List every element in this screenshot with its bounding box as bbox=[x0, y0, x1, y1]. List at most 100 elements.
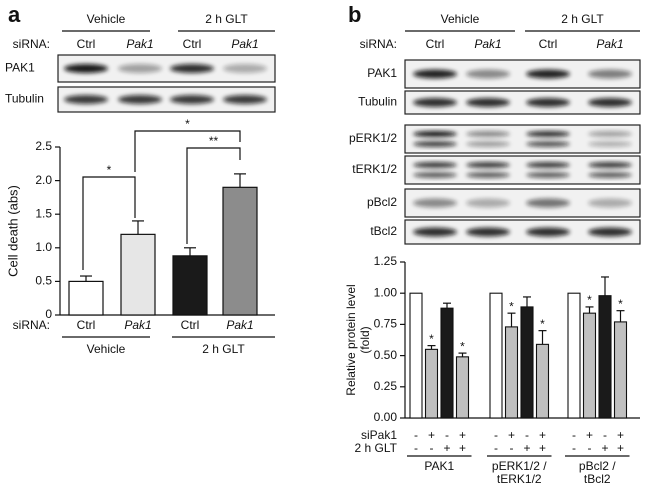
blot-band bbox=[526, 141, 570, 147]
sig-bracket bbox=[82, 176, 136, 270]
blot-label: Tubulin bbox=[358, 95, 397, 109]
sig-mark: * bbox=[618, 297, 623, 311]
blot-band bbox=[588, 172, 632, 178]
blot-label: tERK1/2 bbox=[352, 162, 397, 176]
x-tick-label: Ctrl bbox=[77, 318, 96, 332]
blot-band bbox=[466, 69, 510, 79]
lane-label: Ctrl bbox=[183, 37, 202, 51]
sig-mark: * bbox=[460, 339, 465, 353]
y-tick-label: 1.25 bbox=[374, 254, 398, 268]
blot-band bbox=[466, 172, 510, 178]
group-header: Vehicle bbox=[87, 12, 126, 26]
blot-band bbox=[413, 98, 457, 107]
blot-band bbox=[588, 227, 632, 237]
blot-band bbox=[223, 95, 267, 104]
condition-sign: - bbox=[494, 441, 498, 455]
blot-band bbox=[526, 198, 570, 208]
blot-band bbox=[588, 98, 632, 107]
panel-letter: a bbox=[8, 2, 21, 27]
blot-band bbox=[526, 131, 570, 137]
bar bbox=[489, 292, 503, 419]
y-tick-label: 0.00 bbox=[374, 410, 398, 424]
condition-sign: + bbox=[459, 441, 466, 455]
blot-label: Tubulin bbox=[5, 92, 44, 106]
condition-sign: + bbox=[459, 428, 466, 442]
condition-sign: - bbox=[603, 428, 607, 442]
x-tick-label: tBcl2 bbox=[584, 472, 611, 486]
y-tick-label: 1.0 bbox=[35, 240, 52, 254]
condition-sign: - bbox=[414, 441, 418, 455]
bar bbox=[68, 280, 104, 316]
blot-band bbox=[170, 64, 214, 73]
lane-label: Ctrl bbox=[426, 37, 445, 51]
blot-band bbox=[223, 64, 267, 73]
blot-box bbox=[404, 90, 641, 115]
condition-sign: - bbox=[510, 441, 514, 455]
lane-label: Pak1 bbox=[231, 37, 258, 51]
condition-sign: - bbox=[414, 428, 418, 442]
x-tick-label: Pak1 bbox=[226, 318, 253, 332]
sig-mark: * bbox=[540, 317, 545, 331]
y-tick-label: 2.0 bbox=[35, 173, 52, 187]
bar bbox=[440, 307, 454, 419]
condition-sign: - bbox=[572, 428, 576, 442]
bar bbox=[120, 233, 156, 316]
blot-band bbox=[526, 172, 570, 178]
blot-label: pERK1/2 bbox=[349, 131, 397, 145]
y-tick-label: 0 bbox=[45, 307, 52, 321]
blot-band bbox=[466, 227, 510, 237]
blot-band bbox=[118, 95, 162, 104]
bar bbox=[424, 348, 439, 419]
blot-box bbox=[404, 155, 641, 185]
bar bbox=[567, 292, 581, 419]
sirna-label: siRNA: bbox=[13, 37, 50, 51]
sirna-label: siRNA: bbox=[360, 37, 397, 51]
condition-sign: + bbox=[428, 428, 435, 442]
blot-band bbox=[413, 69, 457, 79]
condition-sign: + bbox=[523, 441, 530, 455]
blot-band bbox=[413, 141, 457, 147]
y-tick-label: 2.5 bbox=[35, 139, 52, 153]
blot-band bbox=[64, 95, 108, 104]
blot-band bbox=[526, 162, 570, 168]
y-axis-label: Relative protein level bbox=[344, 284, 358, 395]
blot-band bbox=[588, 69, 632, 79]
condition-sign: + bbox=[539, 441, 546, 455]
condition-sign: + bbox=[617, 428, 624, 442]
blot-band bbox=[588, 131, 632, 137]
lane-label: Ctrl bbox=[77, 37, 96, 51]
bar bbox=[535, 343, 550, 419]
x-prefix: siRNA: bbox=[13, 318, 50, 332]
blot-band bbox=[466, 198, 510, 208]
y-tick-label: 0.25 bbox=[374, 379, 398, 393]
bar bbox=[172, 255, 208, 316]
group-header: Vehicle bbox=[441, 12, 480, 26]
bar bbox=[520, 306, 534, 419]
blot-box bbox=[404, 124, 641, 154]
y-tick-label: 0.75 bbox=[374, 317, 398, 331]
bar bbox=[582, 312, 597, 419]
blot-band bbox=[64, 64, 108, 73]
x-tick-label: Ctrl bbox=[181, 318, 200, 332]
y-axis-label: (fold) bbox=[358, 326, 372, 353]
condition-sign: - bbox=[588, 441, 592, 455]
lane-label: Pak1 bbox=[596, 37, 623, 51]
blot-band bbox=[413, 131, 457, 137]
group-label: Vehicle bbox=[87, 342, 126, 356]
x-tick-label: pBcl2 / bbox=[579, 459, 616, 473]
lane-label: Pak1 bbox=[126, 37, 153, 51]
group-header: 2 h GLT bbox=[561, 12, 604, 26]
blot-band bbox=[413, 198, 457, 208]
sig-mark: * bbox=[107, 163, 112, 177]
blot-band bbox=[588, 141, 632, 147]
y-axis-label: Cell death (abs) bbox=[5, 185, 20, 277]
condition-label: 2 h GLT bbox=[355, 441, 398, 455]
group-header: 2 h GLT bbox=[205, 12, 248, 26]
blot-band bbox=[526, 69, 570, 79]
condition-sign: - bbox=[525, 428, 529, 442]
blot-band bbox=[466, 131, 510, 137]
bar bbox=[222, 186, 258, 316]
blot-band bbox=[588, 198, 632, 208]
